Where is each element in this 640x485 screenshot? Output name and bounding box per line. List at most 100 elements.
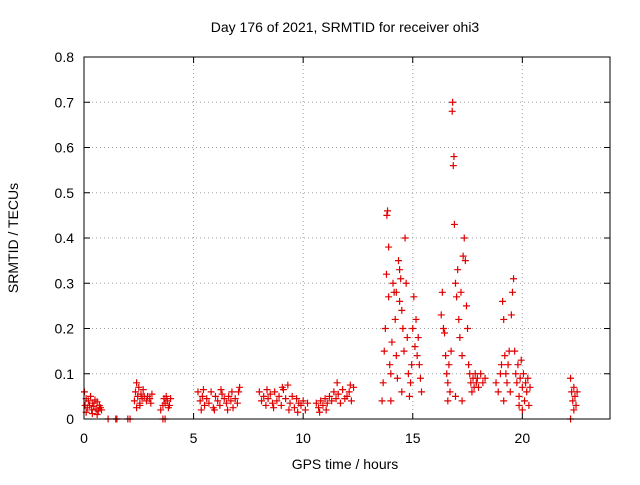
data-point xyxy=(511,347,519,355)
data-point xyxy=(196,397,204,405)
y-tick-label: 0.3 xyxy=(55,275,75,291)
data-point xyxy=(479,379,487,387)
x-axis-label: GPS time / hours xyxy=(292,456,399,472)
x-tick-label: 5 xyxy=(190,430,198,446)
data-point xyxy=(404,370,412,378)
data-point xyxy=(316,408,324,416)
plot-frame xyxy=(83,56,611,420)
data-point xyxy=(407,379,415,387)
data-point xyxy=(93,398,101,406)
data-point xyxy=(523,388,531,396)
data-point xyxy=(514,361,522,369)
data-point xyxy=(500,315,508,323)
data-point xyxy=(403,334,411,342)
data-point xyxy=(410,293,418,301)
data-point xyxy=(468,388,476,396)
data-point xyxy=(500,397,508,405)
data-point xyxy=(499,297,507,305)
data-point xyxy=(408,361,416,369)
data-point xyxy=(378,397,386,405)
data-point xyxy=(518,406,526,414)
data-point xyxy=(570,383,578,391)
data-point xyxy=(516,374,524,382)
data-point xyxy=(518,383,526,391)
data-point xyxy=(228,388,236,396)
data-point xyxy=(462,302,470,310)
data-point xyxy=(388,338,396,346)
data-point xyxy=(333,379,341,387)
data-point xyxy=(453,293,461,301)
data-point xyxy=(98,406,106,414)
data-point xyxy=(387,370,395,378)
x-tick-label: 20 xyxy=(515,430,531,446)
data-point xyxy=(405,392,413,400)
data-point xyxy=(389,279,397,287)
data-point xyxy=(319,401,327,409)
data-point xyxy=(271,388,279,396)
data-point xyxy=(212,392,219,400)
y-tick-label: 0 xyxy=(66,411,74,427)
data-point xyxy=(197,406,205,414)
data-point xyxy=(456,334,464,342)
data-point xyxy=(391,315,399,323)
data-point xyxy=(457,288,465,296)
data-point xyxy=(472,379,480,387)
data-point xyxy=(345,388,353,396)
data-point xyxy=(445,361,453,369)
data-point xyxy=(524,374,532,382)
data-point xyxy=(203,395,211,403)
data-point xyxy=(437,311,445,319)
data-point xyxy=(385,243,393,251)
data-point xyxy=(498,361,506,369)
data-point xyxy=(392,288,400,296)
data-point xyxy=(334,390,342,398)
data-point xyxy=(573,388,581,396)
data-point xyxy=(343,392,351,400)
data-point xyxy=(273,397,281,405)
data-point xyxy=(264,395,272,403)
data-point xyxy=(270,404,278,412)
data-point xyxy=(416,374,424,382)
chart-title: Day 176 of 2021, SRMTID for receiver ohi… xyxy=(211,19,480,35)
data-point xyxy=(336,399,344,407)
data-point xyxy=(224,406,232,414)
data-point xyxy=(382,270,390,278)
data-point xyxy=(285,406,293,414)
data-point xyxy=(268,399,276,407)
data-point xyxy=(570,406,578,414)
data-point xyxy=(444,397,452,405)
data-point xyxy=(401,234,409,242)
data-point xyxy=(449,162,457,170)
data-point xyxy=(502,370,510,378)
data-point xyxy=(396,266,404,274)
axis-ticks xyxy=(83,56,610,420)
data-point xyxy=(284,381,292,389)
y-axis-label: SRMTID / TECUs xyxy=(5,183,21,293)
data-point xyxy=(513,379,521,387)
data-point xyxy=(506,388,514,396)
data-point xyxy=(262,401,270,409)
data-point xyxy=(321,395,329,403)
data-point xyxy=(87,392,95,400)
data-point xyxy=(418,388,426,396)
data-point xyxy=(323,399,331,407)
x-tick-label: 10 xyxy=(295,430,311,446)
data-point xyxy=(312,399,320,407)
data-point xyxy=(88,406,96,414)
data-point xyxy=(220,395,228,403)
data-point xyxy=(460,234,468,242)
data-point xyxy=(135,383,143,391)
data-point xyxy=(278,383,286,391)
x-tick-label: 0 xyxy=(80,430,88,446)
data-point xyxy=(157,406,165,414)
data-point xyxy=(454,266,462,274)
data-point xyxy=(475,383,482,391)
data-point xyxy=(347,397,355,405)
data-point xyxy=(402,279,410,287)
data-point xyxy=(233,399,241,407)
data-point xyxy=(330,388,338,396)
data-point xyxy=(322,406,330,414)
y-tick-label: 0.2 xyxy=(55,321,75,337)
y-tick-label: 0.6 xyxy=(55,140,75,156)
